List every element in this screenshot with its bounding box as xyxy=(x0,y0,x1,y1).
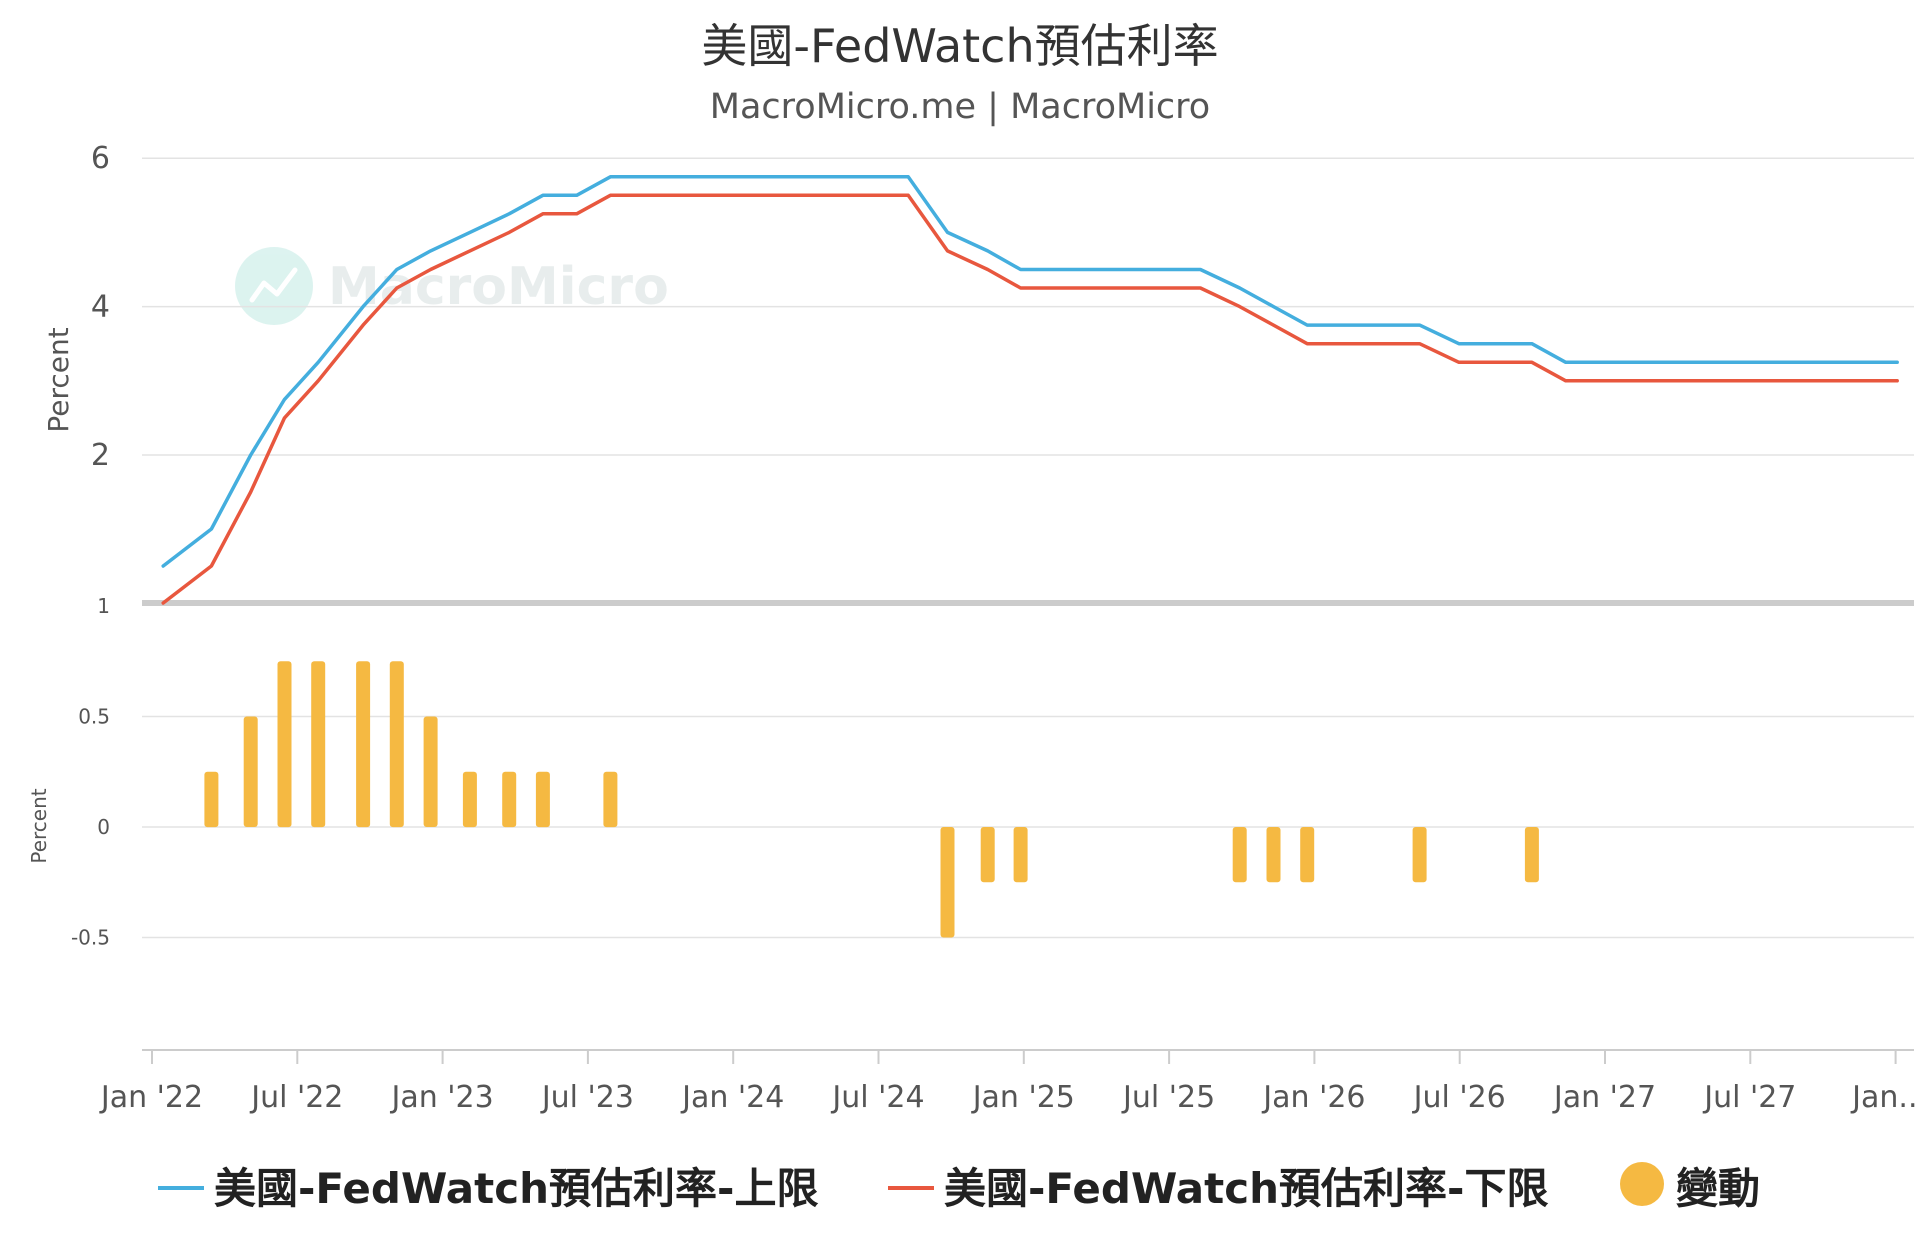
top-y-tick-label: 1 xyxy=(97,594,110,618)
top-panel-series xyxy=(161,175,1899,605)
change-bar xyxy=(423,716,438,827)
change-bar xyxy=(1232,827,1247,883)
x-tick-label: Jan '26 xyxy=(1261,1080,1365,1115)
change-bar xyxy=(980,827,995,883)
bottom-panel-bars xyxy=(204,661,1539,938)
top-y-tick-label: 6 xyxy=(91,141,110,176)
top-panel-y-axis-title: Percent xyxy=(42,327,75,432)
change-bar xyxy=(1524,827,1539,883)
change-bar xyxy=(277,661,292,828)
top-y-tick-label: 4 xyxy=(91,290,110,325)
x-tick-label: Jul '25 xyxy=(1121,1080,1215,1115)
top-panel-gridlines xyxy=(142,157,1914,456)
upper-bound-series-line xyxy=(161,175,1899,568)
watermark-logo-chart-icon xyxy=(249,267,298,303)
change-bar xyxy=(243,716,258,827)
change-bar xyxy=(311,661,326,828)
panel-divider xyxy=(142,600,1914,606)
change-bar xyxy=(1412,827,1427,883)
bottom-panel-gridlines xyxy=(142,715,1914,939)
x-tick-label: Jul '23 xyxy=(540,1080,634,1115)
x-tick-label: Jan '24 xyxy=(680,1080,784,1115)
x-tick-label: Jan '27 xyxy=(1552,1080,1656,1115)
change-bar xyxy=(535,771,550,828)
x-tick-label: Jan '23 xyxy=(389,1080,493,1115)
legend: 美國-FedWatch預估利率-上限 美國-FedWatch預估利率-下限 變動 xyxy=(158,1162,1760,1213)
x-tick-label: Jul '22 xyxy=(249,1080,343,1115)
change-bar xyxy=(356,661,371,828)
x-tick-label: Jul '24 xyxy=(830,1080,924,1115)
chart-subtitle: MacroMicro.me | MacroMicro xyxy=(710,87,1210,127)
legend-item[interactable]: 美國-FedWatch預估利率-下限 xyxy=(888,1164,1548,1213)
watermark-logo-icon xyxy=(235,247,313,325)
x-tick-label: Jan... xyxy=(1850,1080,1920,1115)
bottom-y-tick-label: -0.5 xyxy=(71,926,110,950)
top-panel-y-ticks: 6 4 2 1 xyxy=(91,141,110,618)
legend-item[interactable]: 美國-FedWatch預估利率-上限 xyxy=(158,1164,818,1213)
change-bar xyxy=(1300,827,1315,883)
change-bar xyxy=(462,771,477,828)
change-bar xyxy=(940,827,955,938)
bottom-panel-y-ticks: 0.5 0 -0.5 xyxy=(71,705,110,950)
change-bar xyxy=(1266,827,1281,883)
change-bar xyxy=(389,661,404,828)
x-axis-ticks: Jan '22 Jul '22 Jan '23 Jul '23 Jan '24 Jul '… xyxy=(99,1050,1920,1115)
chart-title: 美國-FedWatch預估利率 xyxy=(701,19,1218,73)
x-tick-label: Jan '25 xyxy=(971,1080,1075,1115)
bottom-y-tick-label: 0.5 xyxy=(78,705,110,729)
bottom-panel-y-axis-title: Percent xyxy=(27,788,51,863)
bottom-y-tick-label: 0 xyxy=(97,815,110,839)
x-tick-label: Jul '26 xyxy=(1412,1080,1506,1115)
legend-circle-marker xyxy=(1620,1162,1664,1206)
lower-bound-series-line xyxy=(161,193,1899,605)
change-bar xyxy=(603,771,618,828)
legend-item[interactable]: 變動 xyxy=(1620,1162,1760,1213)
top-y-tick-label: 2 xyxy=(91,438,110,473)
change-bar xyxy=(1013,827,1028,883)
change-bar xyxy=(502,771,517,828)
change-bar xyxy=(204,771,219,828)
legend-label: 美國-FedWatch預估利率-下限 xyxy=(944,1164,1548,1213)
x-tick-label: Jul '27 xyxy=(1702,1080,1796,1115)
legend-label: 美國-FedWatch預估利率-上限 xyxy=(214,1164,818,1213)
x-tick-label: Jan '22 xyxy=(99,1080,203,1115)
legend-label: 變動 xyxy=(1676,1164,1760,1213)
